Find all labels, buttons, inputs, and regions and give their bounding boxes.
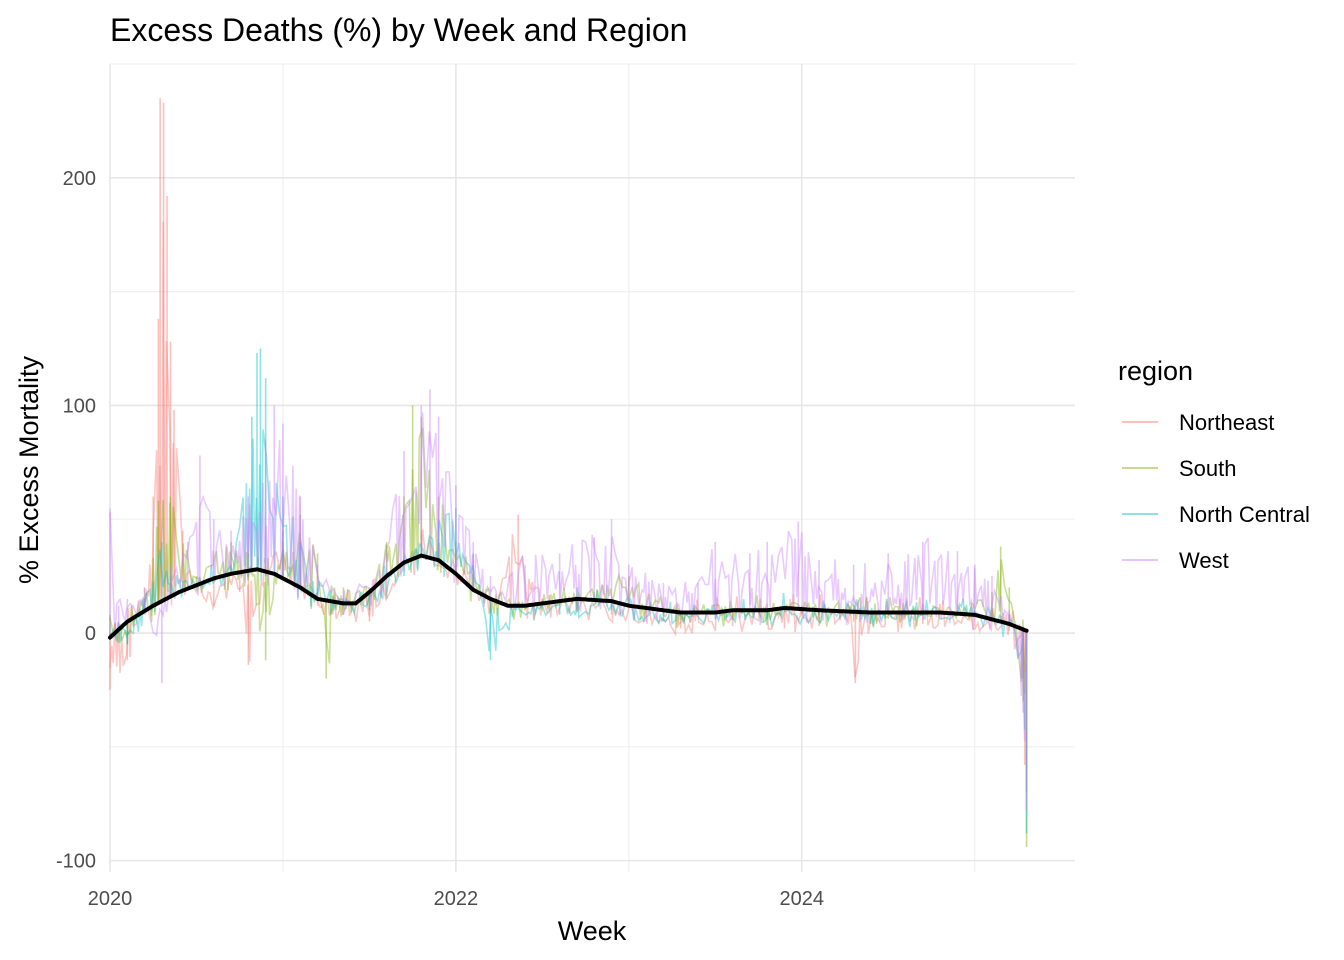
x-axis-title: Week bbox=[558, 916, 627, 946]
y-tick-label: 0 bbox=[85, 623, 96, 645]
legend-label: West bbox=[1179, 548, 1229, 573]
y-tick-label: 100 bbox=[63, 395, 96, 417]
x-tick-label: 2022 bbox=[434, 888, 479, 910]
x-tick-label: 2024 bbox=[780, 888, 825, 910]
legend-label: North Central bbox=[1179, 502, 1310, 527]
y-axis-title: % Excess Mortality bbox=[14, 355, 44, 584]
legend-label: South bbox=[1179, 456, 1237, 481]
legend: region Northeast South North Central West bbox=[1118, 356, 1310, 573]
plot-panel bbox=[108, 63, 1075, 872]
y-axis-ticks: -100 0 100 200 bbox=[56, 168, 96, 873]
trend-layer bbox=[108, 553, 1029, 640]
series-line-northeast bbox=[109, 221, 1026, 678]
y-tick-label: 200 bbox=[63, 168, 96, 190]
series-layer bbox=[109, 98, 1028, 847]
minor-gridlines bbox=[110, 63, 1075, 872]
major-gridlines bbox=[109, 64, 1075, 872]
legend-title: region bbox=[1118, 356, 1193, 386]
series-line-west bbox=[109, 412, 1027, 742]
chart-title: Excess Deaths (%) by Week and Region bbox=[110, 12, 687, 48]
legend-label: Northeast bbox=[1179, 410, 1274, 435]
x-axis-ticks: 2020 2022 2024 bbox=[88, 888, 824, 910]
y-tick-label: -100 bbox=[56, 851, 96, 873]
trend-line bbox=[108, 553, 1029, 640]
x-tick-label: 2020 bbox=[88, 888, 133, 910]
series-line-south bbox=[109, 427, 1027, 694]
